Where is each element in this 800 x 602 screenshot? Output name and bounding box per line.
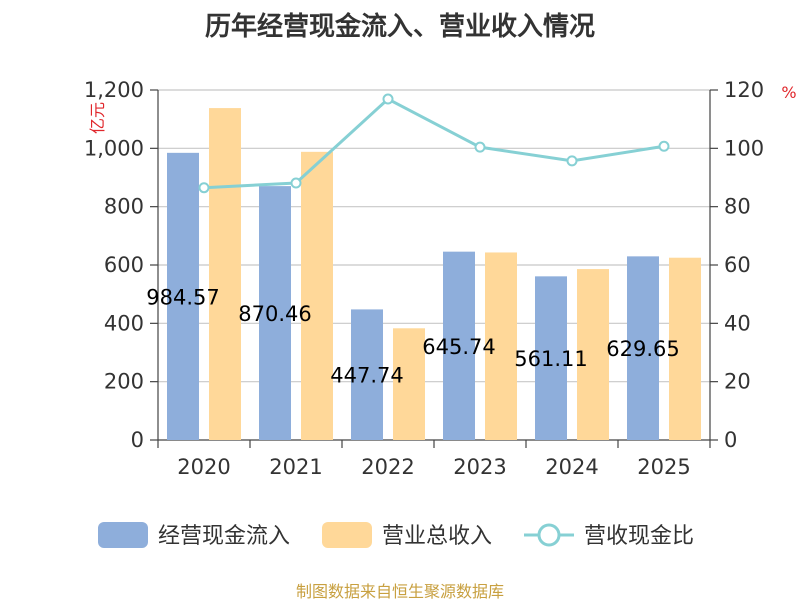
- y-right-tick-label: 60: [724, 253, 751, 277]
- bar-value-label: 870.46: [238, 302, 311, 326]
- bar-revenue: [209, 108, 241, 440]
- y-right-tick-label: 40: [724, 311, 751, 335]
- line-point: [198, 182, 210, 194]
- bar-cash-inflow: [443, 251, 475, 440]
- y-right-tick-label: 80: [724, 195, 751, 219]
- x-tick-label: 2023: [453, 455, 506, 479]
- x-tick-label: 2020: [177, 455, 230, 479]
- legend-marker: [537, 523, 561, 547]
- bar-cash-inflow: [535, 276, 567, 440]
- x-tick-label: 2024: [545, 455, 598, 479]
- legend-label: 营业总收入: [382, 524, 492, 549]
- bar-revenue: [301, 151, 333, 441]
- y-left-tick-label: 600: [104, 253, 144, 277]
- x-tick-label: 2021: [269, 455, 322, 479]
- y-right-tick-label: 100: [724, 136, 764, 160]
- bar-revenue: [577, 269, 609, 440]
- legend-swatch: [98, 522, 148, 548]
- bar-value-label: 561.11: [514, 347, 587, 371]
- y-right-tick-label: 120: [724, 78, 764, 102]
- y-left-unit: 亿元: [88, 102, 107, 134]
- bar-revenue: [669, 257, 701, 440]
- x-tick-label: 2022: [361, 455, 414, 479]
- y-left-tick-label: 800: [104, 195, 144, 219]
- bar-cash-inflow: [627, 256, 659, 440]
- bar-value-label: 447.74: [330, 364, 403, 388]
- chart-title: 历年经营现金流入、营业收入情况: [204, 12, 595, 42]
- legend-swatch: [322, 522, 372, 548]
- line-point: [566, 155, 578, 167]
- y-left-tick-label: 400: [104, 311, 144, 335]
- bar-cash-inflow: [351, 309, 383, 440]
- y-left-tick-label: 200: [104, 370, 144, 394]
- line-point: [474, 141, 486, 153]
- line-point: [290, 177, 302, 189]
- y-left-tick-label: 1,200: [84, 78, 144, 102]
- bar-value-label: 645.74: [422, 335, 495, 359]
- y-right-unit: %: [781, 83, 796, 102]
- x-tick-label: 2025: [637, 455, 690, 479]
- line-point: [382, 93, 394, 105]
- line-cash-ratio: [203, 97, 665, 190]
- y-right-tick-label: 0: [724, 428, 737, 452]
- bar-cash-inflow: [259, 186, 291, 440]
- bar-revenue: [393, 328, 425, 440]
- data-source: 制图数据来自恒生聚源数据库: [295, 582, 504, 601]
- y-left-tick-label: 0: [131, 428, 144, 452]
- bar-value-label: 629.65: [606, 337, 679, 361]
- line-point: [658, 140, 670, 152]
- y-right-tick-label: 20: [724, 370, 751, 394]
- legend-label: 经营现金流入: [158, 524, 290, 549]
- legend-label: 营收现金比: [584, 524, 694, 549]
- bar-value-label: 984.57: [146, 285, 219, 309]
- bar-revenue: [485, 252, 517, 440]
- y-left-tick-label: 1,000: [84, 136, 144, 160]
- bar-cash-inflow: [167, 152, 199, 441]
